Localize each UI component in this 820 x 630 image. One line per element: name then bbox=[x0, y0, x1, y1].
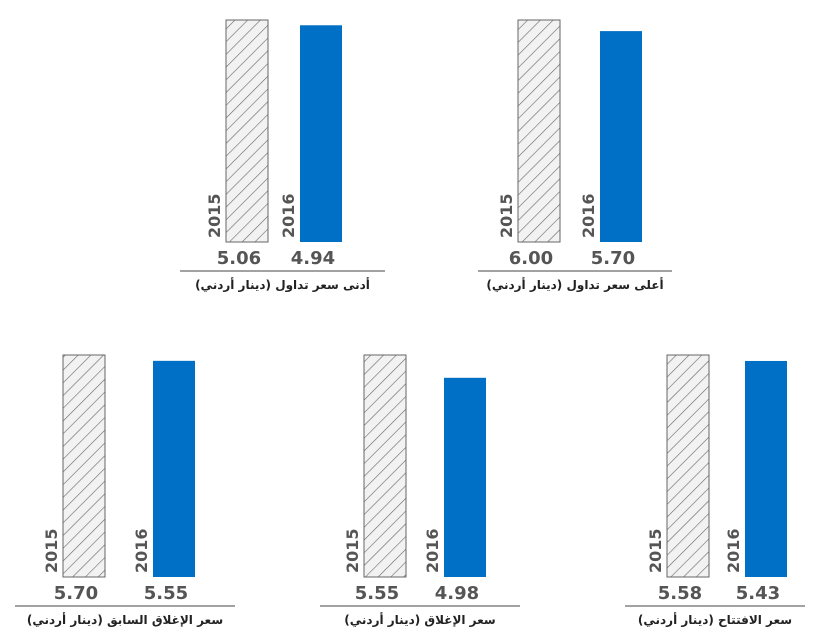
value-label: 5.58 bbox=[658, 583, 702, 604]
bar bbox=[153, 360, 195, 577]
chart-title: سعر الإغلاق (دينار أردني) bbox=[344, 612, 495, 627]
value-label: 5.70 bbox=[54, 583, 98, 604]
chart-title: سعر الإغلاق السابق (دينار أردني) bbox=[27, 612, 223, 627]
year-label: 2015 bbox=[497, 193, 516, 238]
year-label: 2016 bbox=[279, 193, 298, 238]
year-label: 2016 bbox=[579, 193, 598, 238]
bar bbox=[600, 31, 642, 242]
year-label: 2015 bbox=[646, 528, 665, 573]
bar bbox=[745, 360, 787, 577]
value-label: 5.55 bbox=[355, 583, 399, 604]
year-label: 2016 bbox=[132, 528, 151, 573]
value-label: 5.06 bbox=[217, 248, 261, 269]
chart-title: أدنى سعر تداول (دينار أردني) bbox=[195, 277, 370, 293]
year-label: 2015 bbox=[205, 193, 224, 238]
value-label: 4.94 bbox=[291, 248, 335, 269]
value-label: 6.00 bbox=[509, 248, 553, 269]
year-label: 2016 bbox=[423, 528, 442, 573]
chart-title: سعر الافتتاح (دينار أردني) bbox=[638, 612, 792, 627]
bar bbox=[300, 25, 342, 243]
value-label: 4.98 bbox=[435, 583, 479, 604]
bar bbox=[517, 19, 561, 243]
bar bbox=[363, 354, 407, 578]
value-label: 5.43 bbox=[736, 583, 780, 604]
bar bbox=[444, 377, 486, 577]
year-label: 2015 bbox=[343, 528, 362, 573]
year-label: 2016 bbox=[724, 528, 743, 573]
value-label: 5.55 bbox=[144, 583, 188, 604]
bar bbox=[666, 354, 710, 578]
chart-title: أعلى سعر تداول (دينار أردني) bbox=[486, 277, 663, 293]
bar bbox=[62, 354, 106, 578]
year-label: 2015 bbox=[42, 528, 61, 573]
value-label: 5.70 bbox=[591, 248, 635, 269]
bar bbox=[225, 19, 269, 243]
